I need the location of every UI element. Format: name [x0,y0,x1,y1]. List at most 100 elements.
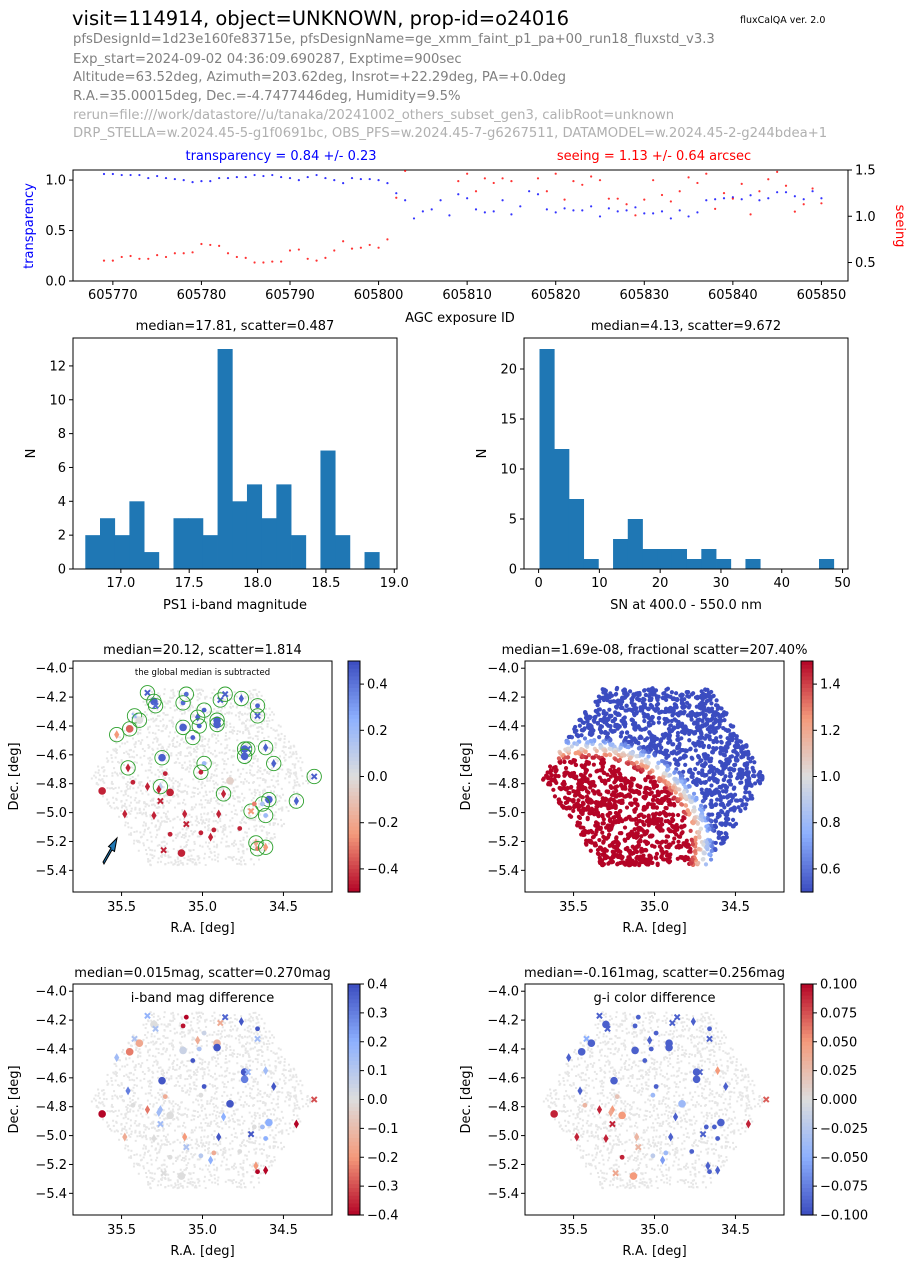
fiber-point [738,808,743,813]
fiber-point [623,736,628,742]
background-fiber [204,822,207,825]
fiber-point [662,786,667,791]
y-axis-label: Dec. [deg] [7,742,22,810]
background-fiber [115,748,118,751]
background-fiber [227,712,230,715]
background-fiber [112,796,115,799]
fiber-point [671,817,676,823]
fiber-point [724,749,729,754]
background-fiber [204,826,207,829]
background-fiber [175,745,178,748]
fiber-point [704,840,709,845]
background-fiber [118,761,121,764]
background-fiber [254,757,257,760]
fiber-point [602,847,608,852]
fiber-point [668,729,674,734]
background-fiber [214,819,217,822]
background-fiber [133,799,136,802]
fiber-point [753,781,758,786]
background-fiber [193,840,196,843]
colorbar: 0.40.20.0−0.2−0.4 [347,660,399,893]
transparency-point [740,198,743,201]
background-fiber [201,754,204,757]
background-fiber [135,801,138,804]
background-fiber [287,810,290,813]
fiber-point [681,790,687,795]
fiber-point [604,825,609,830]
background-fiber [188,849,191,852]
background-fiber [225,738,228,741]
fiber-point [719,760,724,765]
background-fiber [205,717,208,720]
background-fiber [150,712,153,715]
fiber-point [613,778,618,784]
background-fiber [176,788,179,791]
hist-bar [701,549,717,569]
fiber-point [612,802,617,807]
background-fiber [223,760,226,763]
fiber-point [608,724,613,729]
fiber-point [674,822,679,828]
background-fiber [268,741,271,744]
fiber-point [634,849,640,854]
background-fiber [218,789,221,792]
background-fiber [152,741,155,744]
background-fiber [115,798,118,801]
background-fiber [248,719,251,722]
y-tick-label: −4.8 [35,777,67,792]
background-fiber [260,694,263,697]
background-fiber [115,751,118,754]
fiber-point [729,723,734,729]
selection-circle [215,786,232,802]
background-fiber [264,768,267,771]
background-fiber [173,694,176,697]
background-fiber [254,816,257,819]
fiber-point [723,831,728,836]
fiber-point [698,740,703,745]
background-fiber [243,712,246,715]
background-fiber [190,697,193,700]
background-fiber [97,783,100,786]
star-marker [144,689,151,697]
background-fiber [189,746,192,749]
background-fiber [123,763,126,766]
fiber-point [665,686,671,691]
background-fiber [102,770,105,773]
background-fiber [241,792,244,795]
fiber-point [562,783,567,788]
fiber-point [678,710,683,715]
fiber-point [608,785,614,790]
background-fiber [163,840,166,843]
background-fiber [259,813,262,816]
fiber-point [613,773,618,778]
background-fiber [252,819,255,822]
fiber-point [697,712,702,717]
background-fiber [164,815,167,818]
background-fiber [248,788,251,791]
background-fiber [127,794,130,797]
background-fiber [148,731,151,734]
fiber-point [628,755,633,760]
background-fiber [262,792,265,795]
background-fiber [155,806,158,809]
colorbar-segment [348,687,360,693]
background-fiber [273,836,276,839]
background-fiber [260,824,263,827]
background-fiber [139,741,142,744]
fiber-point [608,714,614,719]
seeing-point [474,190,478,193]
fiber-point [619,752,625,757]
fiber-point [717,722,722,727]
background-fiber [267,760,270,763]
background-fiber [236,695,239,698]
fiber-point [714,739,719,744]
background-fiber [126,788,129,791]
fiber-point [591,755,596,760]
background-fiber [242,799,245,802]
fiber-point [667,798,672,803]
transparency-point [182,178,185,182]
colorbar-segment [348,738,360,743]
fiber-point [563,770,568,775]
colorbar-tick-label: 0.0 [367,770,388,785]
fiber-point [673,776,678,782]
